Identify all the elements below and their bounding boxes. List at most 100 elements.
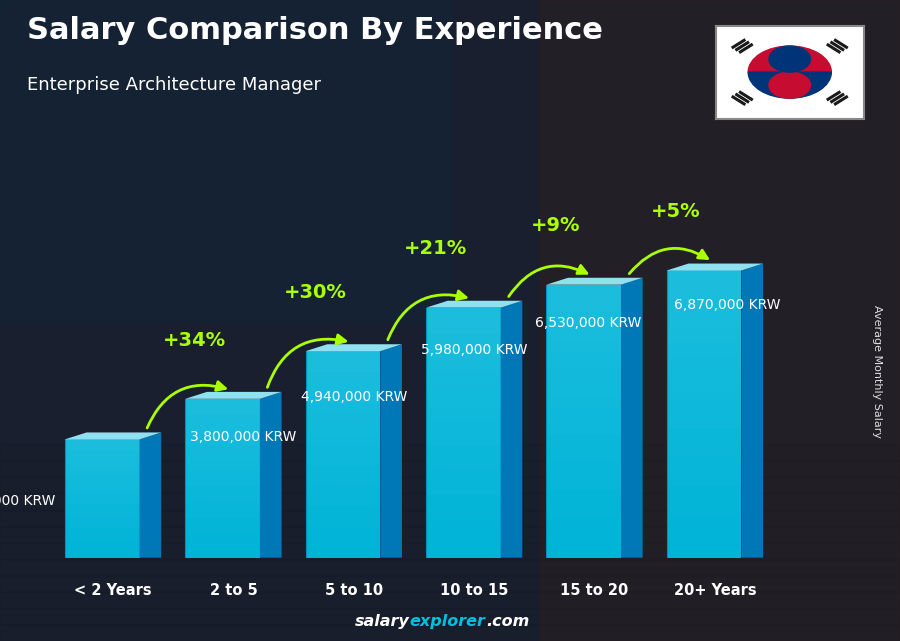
Text: 10 to 15: 10 to 15 [440, 583, 508, 597]
Bar [0, 197, 900, 213]
Text: 15 to 20: 15 to 20 [561, 583, 629, 597]
Text: salary: salary [355, 615, 410, 629]
Polygon shape [667, 414, 742, 428]
Bar [0, 181, 900, 197]
Polygon shape [65, 439, 140, 558]
Wedge shape [748, 46, 832, 72]
Polygon shape [185, 438, 260, 447]
Polygon shape [185, 447, 260, 454]
Polygon shape [426, 383, 500, 395]
Bar [0, 263, 900, 279]
Polygon shape [65, 433, 161, 439]
Polygon shape [426, 408, 500, 420]
Polygon shape [306, 372, 381, 382]
Bar [0, 444, 900, 460]
Polygon shape [65, 463, 140, 469]
Text: 6,870,000 KRW: 6,870,000 KRW [674, 298, 780, 312]
Polygon shape [306, 434, 381, 444]
Text: 5,980,000 KRW: 5,980,000 KRW [421, 343, 527, 357]
Circle shape [769, 46, 811, 72]
Polygon shape [306, 454, 381, 465]
Polygon shape [667, 356, 742, 371]
Polygon shape [546, 339, 621, 353]
Bar [0, 17, 900, 33]
Polygon shape [426, 308, 500, 558]
Polygon shape [546, 380, 621, 394]
Polygon shape [65, 457, 140, 463]
Polygon shape [546, 285, 621, 298]
Polygon shape [667, 271, 742, 558]
Polygon shape [667, 299, 742, 313]
Polygon shape [426, 333, 500, 345]
Polygon shape [546, 367, 621, 380]
Text: Enterprise Architecture Manager: Enterprise Architecture Manager [27, 76, 321, 94]
Text: 3,800,000 KRW: 3,800,000 KRW [191, 430, 297, 444]
Polygon shape [667, 271, 742, 285]
Text: < 2 Years: < 2 Years [74, 583, 152, 597]
Bar [0, 214, 900, 230]
Text: explorer: explorer [410, 615, 485, 629]
Polygon shape [426, 433, 500, 445]
Polygon shape [426, 301, 522, 308]
Polygon shape [426, 395, 500, 408]
Polygon shape [546, 353, 621, 367]
Polygon shape [667, 342, 742, 356]
Text: +30%: +30% [284, 283, 346, 302]
Polygon shape [667, 263, 763, 271]
Polygon shape [667, 285, 742, 299]
Bar [0, 592, 900, 608]
Polygon shape [667, 385, 742, 400]
Polygon shape [667, 313, 742, 328]
Bar [0, 329, 900, 345]
Bar [0, 296, 900, 312]
Text: +21%: +21% [404, 240, 467, 258]
Bar [540, 0, 900, 641]
Polygon shape [426, 420, 500, 433]
Polygon shape [621, 278, 643, 558]
Bar [0, 313, 900, 329]
Bar [0, 1, 900, 17]
Bar [0, 115, 900, 131]
Wedge shape [748, 72, 832, 98]
Polygon shape [185, 478, 260, 486]
Bar [0, 576, 900, 592]
Text: 4,940,000 KRW: 4,940,000 KRW [301, 390, 407, 404]
Bar [0, 494, 900, 510]
Polygon shape [546, 285, 621, 558]
Polygon shape [546, 421, 621, 435]
Bar [0, 33, 900, 49]
Text: Average Monthly Salary: Average Monthly Salary [872, 305, 883, 438]
Polygon shape [306, 351, 381, 558]
Polygon shape [65, 487, 140, 492]
Bar [0, 428, 900, 444]
Polygon shape [185, 431, 260, 438]
Polygon shape [546, 394, 621, 408]
Polygon shape [306, 403, 381, 413]
Bar [0, 461, 900, 477]
Text: Salary Comparison By Experience: Salary Comparison By Experience [27, 16, 603, 45]
Bar [0, 50, 900, 66]
Text: +9%: +9% [531, 217, 580, 235]
Polygon shape [546, 326, 621, 339]
Polygon shape [426, 358, 500, 370]
Polygon shape [546, 312, 621, 326]
Bar [0, 0, 450, 320]
Polygon shape [185, 462, 260, 470]
Bar [0, 66, 900, 82]
Bar [0, 378, 900, 394]
Polygon shape [65, 499, 140, 504]
Text: 20+ Years: 20+ Years [673, 583, 756, 597]
Polygon shape [185, 454, 260, 462]
Polygon shape [426, 370, 500, 383]
Polygon shape [65, 492, 140, 499]
Bar [0, 395, 900, 411]
Polygon shape [65, 475, 140, 481]
Text: 6,530,000 KRW: 6,530,000 KRW [536, 316, 642, 330]
Polygon shape [546, 278, 643, 285]
Bar [0, 99, 900, 115]
Polygon shape [426, 308, 500, 320]
Bar [0, 231, 900, 247]
Polygon shape [140, 433, 161, 558]
Circle shape [769, 72, 811, 98]
Polygon shape [306, 392, 381, 403]
